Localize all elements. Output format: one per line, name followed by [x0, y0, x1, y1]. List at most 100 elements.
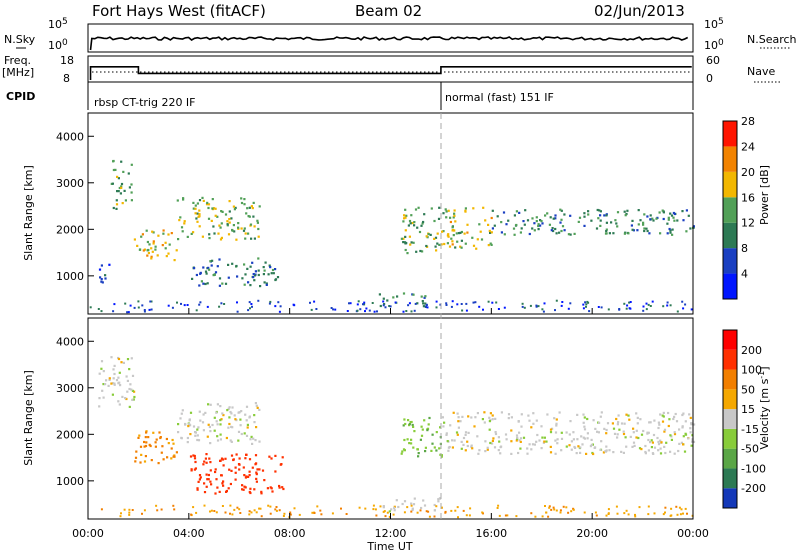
range-cell — [216, 435, 219, 438]
range-cell — [472, 244, 476, 247]
range-cell — [447, 209, 450, 212]
range-cell — [162, 232, 165, 235]
range-cell — [404, 242, 407, 245]
x-tick-label: 16:00 — [475, 527, 507, 540]
range-cell — [148, 443, 151, 446]
range-cell — [612, 427, 616, 430]
range-cell — [435, 449, 438, 452]
range-cell — [141, 512, 143, 515]
range-cell — [111, 382, 114, 385]
range-cell — [330, 307, 333, 309]
range-cell — [640, 433, 644, 436]
range-cell — [543, 440, 546, 443]
range-cell — [152, 240, 155, 243]
range-cell — [623, 512, 626, 515]
range-cell — [137, 306, 140, 309]
range-cell — [657, 426, 660, 430]
range-cell — [494, 432, 498, 436]
power-ylabel: Slant Range [km] — [22, 165, 35, 261]
range-cell — [605, 221, 608, 224]
range-cell — [210, 219, 213, 222]
range-cell — [611, 422, 614, 425]
range-cell — [443, 421, 446, 424]
range-cell — [682, 307, 685, 310]
range-cell — [451, 240, 454, 243]
range-cell — [263, 479, 266, 482]
range-cell — [193, 457, 197, 460]
range-cell — [507, 413, 511, 416]
range-cell — [120, 512, 122, 515]
range-cell — [616, 512, 619, 515]
range-cell — [252, 215, 255, 218]
range-cell — [264, 261, 267, 264]
range-cell — [177, 238, 180, 241]
range-cell — [644, 450, 647, 454]
range-cell — [118, 371, 121, 374]
range-cell — [192, 207, 195, 210]
range-cell — [408, 235, 411, 238]
range-cell — [579, 446, 582, 449]
range-cell — [470, 416, 473, 419]
range-cell — [167, 442, 170, 445]
range-cell — [644, 444, 647, 448]
range-cell — [412, 425, 415, 428]
range-cell — [202, 413, 205, 416]
range-cell — [133, 238, 136, 241]
range-cell — [540, 220, 543, 223]
range-cell — [334, 308, 337, 311]
range-cell — [218, 277, 222, 280]
colorbar-tick: -50 — [741, 443, 759, 456]
range-cell — [666, 304, 669, 307]
range-cell — [118, 186, 121, 190]
range-cell — [450, 237, 453, 240]
x-tick-label: 00:00 — [677, 527, 709, 540]
range-cell — [255, 471, 258, 474]
range-cell — [631, 219, 634, 222]
range-cell — [364, 507, 367, 510]
range-cell — [464, 209, 467, 212]
range-cell — [604, 450, 608, 453]
range-cell — [310, 308, 313, 311]
range-cell — [127, 311, 130, 314]
range-cell — [293, 507, 296, 510]
range-cell — [178, 219, 181, 222]
range-cell — [413, 309, 416, 312]
range-cell — [237, 430, 241, 433]
range-cell — [276, 276, 280, 279]
range-cell — [421, 222, 424, 225]
range-cell — [419, 509, 422, 512]
range-cell — [491, 418, 494, 421]
range-cell — [669, 450, 672, 453]
range-cell — [592, 419, 595, 422]
range-cell — [401, 450, 404, 453]
range-cell — [253, 421, 256, 424]
range-cell — [446, 440, 449, 443]
range-cell — [668, 418, 671, 421]
range-cell — [421, 428, 424, 431]
power-axes — [87, 112, 694, 315]
range-cell — [518, 211, 521, 214]
range-cell — [533, 443, 536, 446]
range-cell — [412, 446, 415, 449]
range-cell — [648, 232, 651, 235]
range-cell — [569, 420, 572, 423]
range-cell — [260, 515, 263, 518]
range-cell — [487, 300, 490, 303]
range-cell — [221, 282, 224, 285]
range-cell — [672, 216, 675, 219]
range-cell — [569, 233, 572, 236]
range-cell — [365, 307, 368, 310]
range-cell — [177, 431, 180, 434]
range-cell — [608, 232, 611, 235]
range-cell — [175, 249, 178, 252]
range-cell — [481, 511, 484, 514]
colorbar-tick: 20 — [741, 166, 755, 179]
y-tick-label: 1000 — [56, 475, 84, 488]
range-cell — [614, 219, 617, 222]
range-cell — [139, 461, 142, 464]
range-cell — [198, 478, 201, 481]
range-cell — [257, 269, 260, 272]
range-cell — [403, 217, 406, 220]
colorbar-swatch — [723, 369, 737, 390]
